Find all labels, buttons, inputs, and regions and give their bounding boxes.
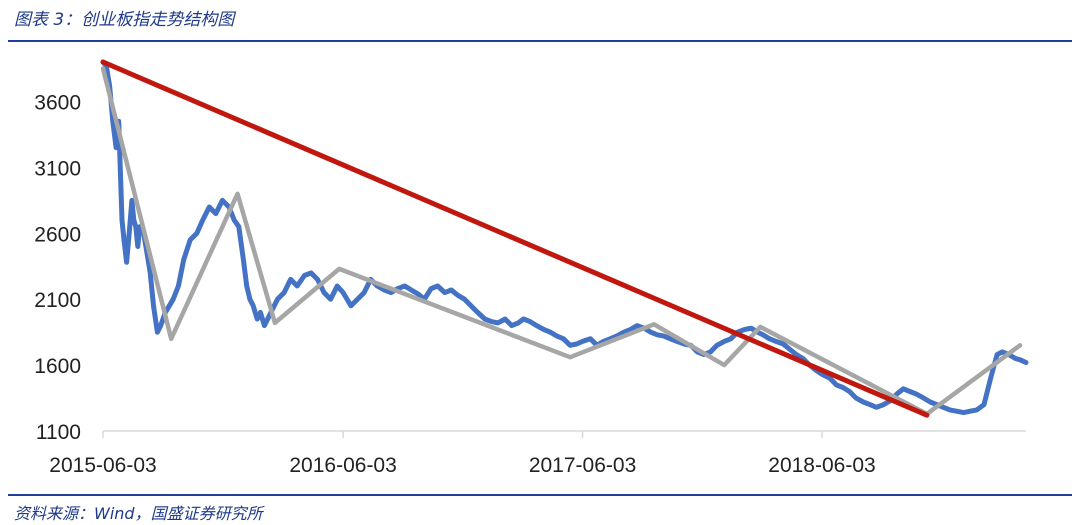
y-tick-label: 1100 bbox=[36, 421, 81, 444]
trend-line-series bbox=[100, 59, 930, 418]
bottom-rule bbox=[8, 494, 1072, 496]
y-tick-label: 2600 bbox=[34, 223, 81, 246]
figure-title: 图表 3：创业板指走势结构图 bbox=[14, 10, 235, 30]
y-tick-label: 2100 bbox=[34, 289, 81, 312]
x-tick-label: 2016-06-03 bbox=[289, 454, 396, 477]
y-tick-label: 3600 bbox=[34, 92, 81, 115]
source-note: 资料来源：Wind，国盛证券研究所 bbox=[14, 504, 263, 523]
structure-line-series bbox=[100, 66, 1023, 417]
x-tick-label: 2017-06-03 bbox=[529, 454, 636, 477]
y-axis: 1100 1600 2100 2600 3100 3600 bbox=[34, 92, 81, 444]
x-tick-label: 2015-06-03 bbox=[49, 454, 156, 477]
y-tick-label: 1600 bbox=[34, 355, 81, 378]
series-layer bbox=[100, 59, 1029, 418]
x-tick-label: 2018-06-03 bbox=[768, 454, 875, 477]
chart: 1100 1600 2100 2600 3100 3600 2015-06-03 2016-… bbox=[34, 59, 1029, 477]
top-rule bbox=[8, 40, 1072, 42]
y-tick-label: 3100 bbox=[34, 157, 81, 180]
x-axis: 2015-06-03 2016-06-03 2017-06-03 2018-06-03 bbox=[49, 430, 1026, 477]
index-line-series bbox=[100, 59, 1029, 416]
